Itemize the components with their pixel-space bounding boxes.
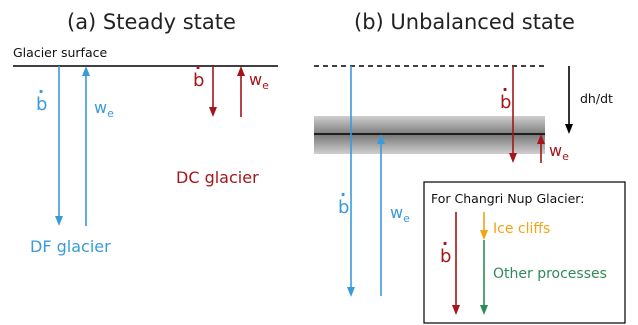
df-we-label: we xyxy=(94,98,114,120)
dc-bdot-arrowhead xyxy=(209,107,217,117)
df-bdot-arrowhead xyxy=(55,216,63,226)
b-blue-bdot-label: b xyxy=(338,197,349,218)
ice-cliffs-arrowhead xyxy=(480,230,488,240)
b-blue-we-arrowhead xyxy=(377,134,385,144)
dc-bdot-dot: · xyxy=(195,58,201,77)
b-red-we-arrowhead xyxy=(537,134,545,144)
panel-a: (a) Steady state Glacier surface b · we … xyxy=(13,10,278,256)
b-red-bdot-arrowhead xyxy=(509,153,517,163)
b-blue-we-label: we xyxy=(390,203,410,225)
dc-we-arrowhead xyxy=(237,66,245,76)
dc-glacier-label: DC glacier xyxy=(176,168,259,187)
legend-box: For Changri Nup Glacier: b · Ice cliffs … xyxy=(423,181,626,324)
df-glacier-label: DF glacier xyxy=(30,237,111,256)
legend-bdot-label: b xyxy=(440,246,451,267)
glacier-surface-label: Glacier surface xyxy=(13,45,107,60)
df-we-arrowhead xyxy=(82,66,90,76)
b-red-bdot-dot: · xyxy=(502,80,508,99)
other-processes-arrowhead xyxy=(480,305,488,315)
lowered-surface-band xyxy=(314,116,545,154)
other-processes-label: Other processes xyxy=(493,266,607,282)
legend-title: For Changri Nup Glacier: xyxy=(431,191,584,206)
panel-b: (b) Unbalanced state dh/dt b · we b · we xyxy=(314,10,613,297)
df-bdot-label: b xyxy=(36,94,47,115)
b-red-bdot-label: b xyxy=(500,92,511,113)
dhdt-label: dh/dt xyxy=(580,91,613,106)
panel-b-title: (b) Unbalanced state xyxy=(354,10,575,34)
b-blue-bdot-dot: · xyxy=(340,185,346,204)
dc-we-label: we xyxy=(249,70,269,92)
panel-a-title: (a) Steady state xyxy=(67,10,236,34)
df-bdot-dot: · xyxy=(38,82,44,101)
legend-bdot-arrowhead xyxy=(452,305,460,315)
legend-frame xyxy=(423,181,626,324)
b-red-we-label: we xyxy=(549,141,569,163)
dhdt-arrowhead xyxy=(565,124,573,134)
dc-bdot-label: b xyxy=(193,70,204,91)
b-blue-bdot-arrowhead xyxy=(347,287,355,297)
legend-bdot-dot: · xyxy=(442,234,448,253)
ice-cliffs-label: Ice cliffs xyxy=(493,221,550,237)
